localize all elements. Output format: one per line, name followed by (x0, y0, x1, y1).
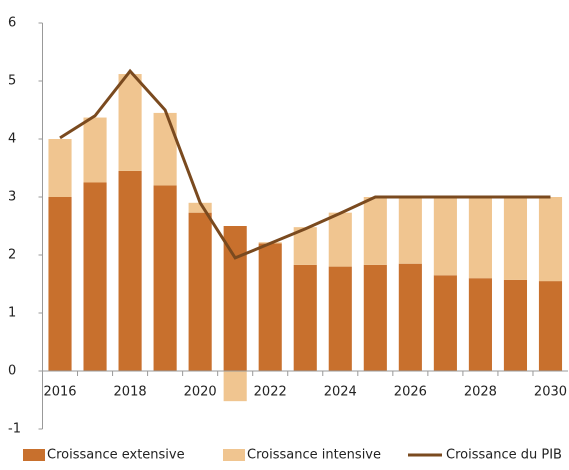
bar (503, 197, 528, 280)
x-tick-label: 2022 (254, 385, 287, 400)
bar (188, 202, 212, 213)
legend-label: Croissance du PIB (446, 448, 562, 463)
bar (468, 278, 492, 371)
legend-swatch (23, 449, 45, 461)
line (59, 68, 551, 260)
bar (468, 197, 492, 279)
bar (48, 139, 72, 197)
bar (118, 170, 142, 371)
bar (433, 275, 457, 371)
bar (293, 264, 317, 371)
legend-label: Croissance intensive (247, 448, 381, 463)
bar (503, 279, 528, 371)
x-tick-label: 2016 (43, 385, 76, 400)
bar (83, 182, 107, 371)
bar (293, 227, 317, 265)
bar (48, 197, 72, 371)
x-tick-label: 2026 (394, 385, 427, 400)
bar (538, 197, 563, 282)
x-tick-label: 2020 (184, 385, 217, 400)
legend-label: Croissance extensive (47, 448, 185, 463)
bar (223, 226, 247, 371)
bar (328, 266, 352, 371)
y-tick-label: 3 (8, 190, 16, 205)
x-tick-label: 2018 (114, 385, 147, 400)
bar (398, 263, 422, 371)
bar (363, 197, 387, 265)
y-tick-label: 6 (8, 16, 16, 31)
bar (398, 197, 422, 264)
x-tick-label: 2028 (464, 385, 497, 400)
x-tick-label: 2024 (324, 385, 357, 400)
legend-swatch (223, 449, 245, 461)
y-tick-label: 0 (8, 364, 16, 379)
bar (153, 112, 177, 186)
bar (538, 281, 563, 371)
bar (363, 264, 387, 371)
y-tick-label: 4 (8, 132, 16, 147)
bar (188, 212, 212, 371)
bar (153, 185, 177, 371)
bar (83, 117, 107, 183)
y-tick-label: 5 (8, 74, 16, 89)
bar (223, 371, 247, 402)
bar (118, 74, 142, 171)
y-tick-label: 1 (8, 306, 16, 321)
bar (433, 197, 457, 276)
y-tick-label: 2 (8, 248, 16, 263)
y-tick-label: -1 (8, 422, 21, 437)
bar (258, 243, 282, 371)
x-tick-label: 2030 (534, 385, 567, 400)
bar (328, 212, 352, 267)
